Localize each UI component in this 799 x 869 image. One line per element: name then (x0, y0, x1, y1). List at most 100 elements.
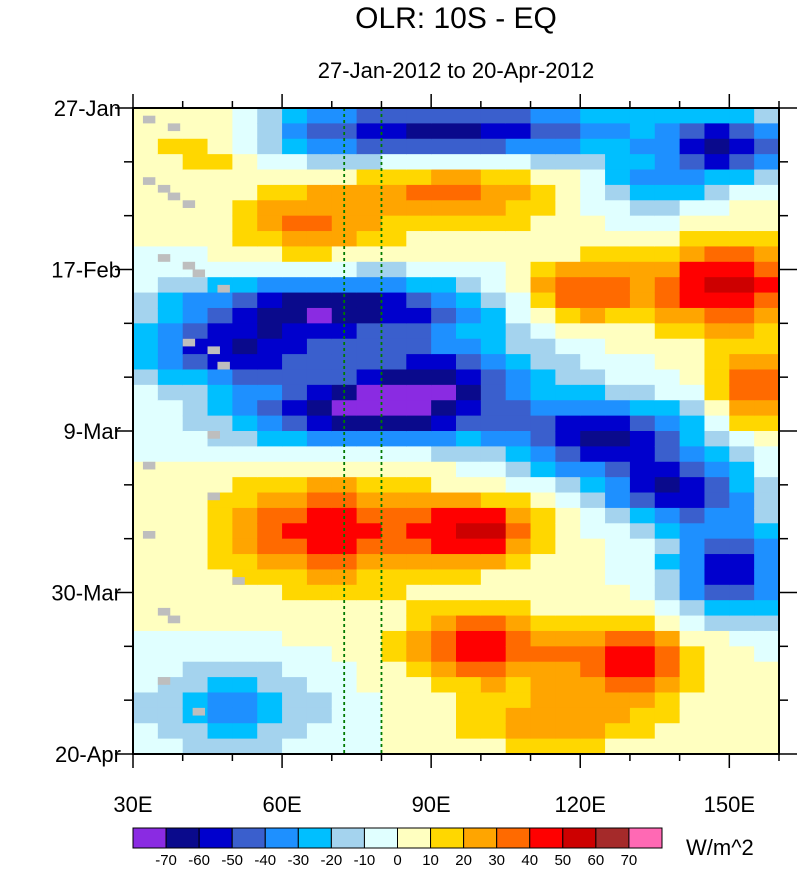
heatmap-cell (555, 415, 581, 432)
heatmap-cell (729, 584, 755, 601)
heatmap-cell (257, 231, 283, 248)
heatmap-cell (456, 646, 482, 663)
heatmap-cell (356, 461, 383, 478)
heatmap-cell (580, 646, 606, 663)
heatmap-cell (456, 661, 482, 678)
heatmap-cell (282, 261, 308, 278)
heatmap-cell (530, 200, 556, 217)
heatmap-cell (754, 138, 779, 155)
heatmap-cell (729, 108, 755, 124)
heatmap-cell (207, 400, 233, 417)
heatmap-cell (530, 461, 556, 478)
heatmap-cell (456, 338, 482, 355)
heatmap-cell (356, 538, 383, 555)
heatmap-cell (729, 277, 755, 294)
heatmap-cell (431, 123, 457, 140)
heatmap-cell (381, 154, 407, 171)
heatmap-cell (605, 215, 631, 232)
heatmap-cell (456, 415, 482, 432)
heatmap-cell (431, 584, 457, 601)
heatmap-cell (356, 246, 383, 263)
heatmap-cell (331, 661, 358, 678)
heatmap-cell (679, 569, 706, 586)
heatmap-cell (629, 292, 656, 309)
heatmap-cell (356, 200, 383, 217)
heatmap-cell (207, 369, 233, 386)
heatmap-cell (530, 661, 556, 678)
heatmap-cell (729, 231, 755, 248)
heatmap-cell (505, 415, 532, 432)
colorbar-box (529, 827, 564, 849)
heatmap-cell (356, 646, 383, 663)
heatmap-cell (555, 661, 581, 678)
heatmap-cell (331, 123, 358, 140)
heatmap-cell (157, 584, 184, 601)
heatmap-cell (257, 123, 283, 140)
heatmap-cell (356, 692, 383, 709)
heatmap-cell (629, 138, 656, 155)
heatmap-cell (580, 538, 606, 555)
heatmap-cell (704, 646, 730, 663)
heatmap-cell (182, 369, 209, 386)
heatmap-cell (306, 707, 333, 724)
heatmap-cell (306, 200, 333, 217)
heatmap-cell (555, 354, 581, 371)
heatmap-cell (306, 661, 333, 678)
heatmap-cell (629, 354, 656, 371)
heatmap-cell (704, 692, 730, 709)
heatmap-cell (679, 184, 706, 201)
heatmap-cell (505, 169, 532, 186)
heatmap-cell (704, 415, 730, 432)
heatmap-cell (505, 246, 532, 263)
heatmap-cell (654, 169, 681, 186)
heatmap-cell (257, 707, 283, 724)
heatmap-cell (406, 369, 432, 386)
missing-data-cell (232, 577, 245, 585)
heatmap-cell (257, 646, 283, 663)
heatmap-cell (754, 584, 779, 601)
heatmap-cell (654, 461, 681, 478)
heatmap-cell (704, 707, 730, 724)
heatmap-cell (257, 538, 283, 555)
heatmap-cell (580, 138, 606, 155)
heatmap-cell (605, 692, 631, 709)
heatmap-cell (729, 554, 755, 571)
heatmap-cell (406, 400, 432, 417)
heatmap-cell (431, 277, 457, 294)
heatmap-cell (381, 231, 407, 248)
heatmap-cell (555, 384, 581, 401)
heatmap-cell (530, 307, 556, 324)
heatmap-cell (331, 231, 358, 248)
heatmap-cell (207, 507, 233, 524)
heatmap-cell (306, 630, 333, 647)
heatmap-cell (629, 630, 656, 647)
heatmap-cell (207, 523, 233, 540)
heatmap-cell (406, 307, 432, 324)
chart-title: OLR: 10S - EQ (355, 2, 557, 35)
heatmap-cell (356, 169, 383, 186)
heatmap-cell (456, 246, 482, 263)
heatmap-cell (629, 677, 656, 694)
heatmap-cell (282, 707, 308, 724)
heatmap-cell (679, 677, 706, 694)
heatmap-cell (729, 738, 755, 754)
heatmap-cell (182, 692, 209, 709)
heatmap-cell (555, 707, 581, 724)
heatmap-cell (704, 615, 730, 632)
heatmap-cell (480, 431, 507, 447)
heatmap-cell (331, 477, 358, 494)
heatmap-cell (629, 231, 656, 248)
heatmap-cell (356, 415, 383, 432)
heatmap-cell (381, 492, 407, 509)
heatmap-cell (381, 600, 407, 617)
heatmap-cell (381, 569, 407, 586)
heatmap-cell (754, 507, 779, 524)
heatmap-cell (654, 400, 681, 417)
heatmap-cell (530, 384, 556, 401)
heatmap-cell (133, 507, 159, 524)
heatmap-cell (282, 677, 308, 694)
heatmap-cell (456, 523, 482, 540)
heatmap-cell (232, 415, 258, 432)
heatmap-cell (704, 277, 730, 294)
heatmap-cell (182, 538, 209, 555)
